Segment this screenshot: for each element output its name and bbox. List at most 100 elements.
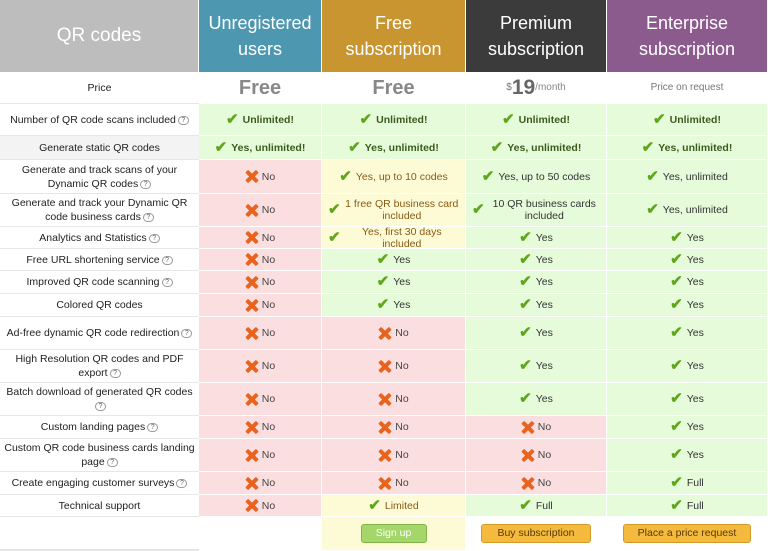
buy-subscription-button[interactable]: Buy subscription — [481, 524, 591, 543]
feature-cell-unregistered: No — [199, 194, 322, 227]
help-tooltip-icon[interactable]: ? — [106, 458, 118, 467]
sign-up-button[interactable]: Sign up — [360, 524, 427, 543]
help-tooltip-icon[interactable]: ? — [95, 402, 106, 411]
feature-cell-text: No — [261, 477, 276, 489]
price-label: Price — [0, 72, 199, 104]
help-tooltip-icon[interactable]: ? — [140, 179, 152, 189]
cross-icon — [378, 477, 391, 490]
feature-label-text: Generate static QR codes — [39, 141, 160, 154]
feature-cell-free: ✔ Yes — [322, 294, 466, 317]
header-corner: QR codes — [0, 0, 199, 72]
help-tooltip-icon[interactable]: ? — [177, 115, 189, 125]
place-price-request-button[interactable]: Place a price request — [623, 524, 751, 543]
help-tooltip-icon[interactable]: ? — [147, 423, 159, 432]
feature-label-text-wrap: High Resolution QR codes and PDF export? — [4, 352, 195, 380]
feature-cell-enterprise: ✔ Yes — [607, 294, 768, 317]
feature-label-text: Free URL shortening service — [26, 253, 160, 266]
feature-cell-free: ✔ Yes, up to 10 codes — [322, 160, 466, 194]
feature-cell-text: Unlimited! — [376, 113, 428, 126]
feature-cell-premium: ✔ Full — [466, 495, 607, 517]
help-tooltip-icon[interactable]: ? — [161, 278, 173, 287]
feature-cell-unregistered: No — [199, 350, 322, 383]
feature-label-text-wrap: Batch download of generated QR codes? — [4, 385, 195, 413]
checkmark-icon: ✔ — [641, 138, 655, 156]
feature-label-text: High Resolution QR codes and PDF export — [15, 353, 184, 379]
action-cell-premium: Buy subscription — [466, 517, 607, 551]
help-tooltip-icon[interactable]: ? — [148, 233, 160, 243]
feature-cell-free: ✔ Limited — [322, 495, 466, 517]
feature-cell-premium: No — [466, 416, 607, 439]
feature-cell-text: Yes — [535, 276, 553, 288]
checkmark-icon: ✔ — [670, 296, 683, 313]
feature-cell-unregistered: No — [199, 495, 322, 517]
feature-cell-text: Yes, unlimited — [662, 204, 728, 216]
checkmark-icon: ✔ — [348, 138, 361, 156]
feature-label: Create engaging customer surveys? — [0, 472, 199, 495]
checkmark-icon: ✔ — [214, 138, 228, 156]
checkmark-icon: ✔ — [653, 110, 666, 128]
help-tooltip-icon[interactable]: ? — [161, 255, 173, 265]
feature-cell-text: Yes, unlimited! — [364, 141, 439, 154]
cross-icon — [378, 360, 391, 373]
feature-label-text: Number of QR code scans included — [10, 113, 176, 126]
feature-cell-unregistered: No — [199, 472, 322, 495]
feature-label-text-wrap: Generate static QR codes — [39, 141, 160, 155]
checkmark-icon: ✔ — [670, 250, 683, 268]
feature-label: Free URL shortening service? — [0, 249, 199, 271]
feature-cell-enterprise: ✔ Yes, unlimited — [607, 194, 768, 227]
cross-icon — [245, 360, 258, 373]
feature-cell-free: ✔ Yes — [322, 271, 466, 294]
feature-cell-text: Unlimited! — [669, 113, 721, 126]
feature-label-text-wrap: Colored QR codes — [56, 298, 142, 312]
price-enterprise: Price on request — [607, 72, 768, 104]
feature-cell-text: Yes, unlimited! — [507, 141, 582, 154]
header-premium-subscription: Premium subscription — [466, 0, 607, 72]
help-tooltip-icon[interactable]: ? — [109, 369, 121, 378]
checkmark-icon: ✔ — [519, 357, 532, 374]
checkmark-icon: ✔ — [670, 273, 683, 290]
checkmark-icon: ✔ — [328, 228, 341, 246]
action-cell-enterprise: Place a price request — [607, 517, 768, 551]
feature-label-text-wrap: Free URL shortening service? — [26, 253, 173, 267]
feature-cell-text: Yes — [393, 299, 411, 311]
feature-cell-text: No — [395, 449, 409, 461]
feature-cell-text: Yes, up to 10 codes — [355, 170, 448, 183]
feature-cell-free: ✔ Yes — [322, 249, 466, 271]
feature-label-text-wrap: Technical support — [59, 499, 141, 513]
price-premium: $19/month — [466, 72, 607, 104]
feature-label-text-wrap: Number of QR code scans included? — [10, 113, 189, 127]
feature-label-text-wrap: Improved QR code scanning? — [26, 275, 173, 289]
feature-cell-text: No — [261, 499, 276, 512]
cross-icon — [521, 449, 534, 462]
feature-cell-text: Yes — [686, 449, 704, 461]
feature-cell-text: Yes — [535, 393, 553, 405]
feature-label-text-wrap: Generate and track your Dynamic QR code … — [4, 196, 195, 224]
help-tooltip-icon[interactable]: ? — [181, 329, 193, 338]
feature-label-text: Create engaging customer surveys — [11, 477, 175, 489]
feature-label-text: Custom QR code business cards landing pa… — [4, 442, 195, 468]
feature-cell-text: Yes — [686, 327, 704, 339]
checkmark-icon: ✔ — [328, 201, 341, 218]
cross-icon — [245, 393, 258, 406]
checkmark-icon: ✔ — [376, 296, 390, 313]
help-tooltip-icon[interactable]: ? — [142, 213, 154, 222]
checkmark-icon: ✔ — [519, 496, 532, 514]
cross-icon — [378, 449, 391, 462]
feature-cell-text: Yes — [535, 231, 553, 244]
feature-label-text: Improved QR code scanning — [26, 276, 160, 288]
feature-cell-text: No — [395, 393, 409, 405]
help-tooltip-icon[interactable]: ? — [176, 479, 188, 488]
checkmark-icon: ✔ — [670, 496, 683, 514]
checkmark-icon: ✔ — [519, 296, 532, 313]
feature-cell-free: No — [322, 472, 466, 495]
checkmark-icon: ✔ — [670, 228, 683, 246]
feature-label-text: Batch download of generated QR codes — [6, 386, 193, 398]
feature-cell-enterprise: ✔ Yes — [607, 350, 768, 383]
feature-cell-premium: ✔ 10 QR business cards included — [466, 194, 607, 227]
feature-cell-text: Yes, unlimited — [662, 170, 728, 183]
checkmark-icon: ✔ — [646, 167, 659, 185]
feature-cell-text: 1 free QR business card included — [345, 198, 459, 222]
feature-label-text: Colored QR codes — [56, 299, 143, 311]
feature-cell-enterprise: ✔ Yes, unlimited — [607, 160, 768, 194]
feature-cell-text: No — [261, 393, 276, 405]
